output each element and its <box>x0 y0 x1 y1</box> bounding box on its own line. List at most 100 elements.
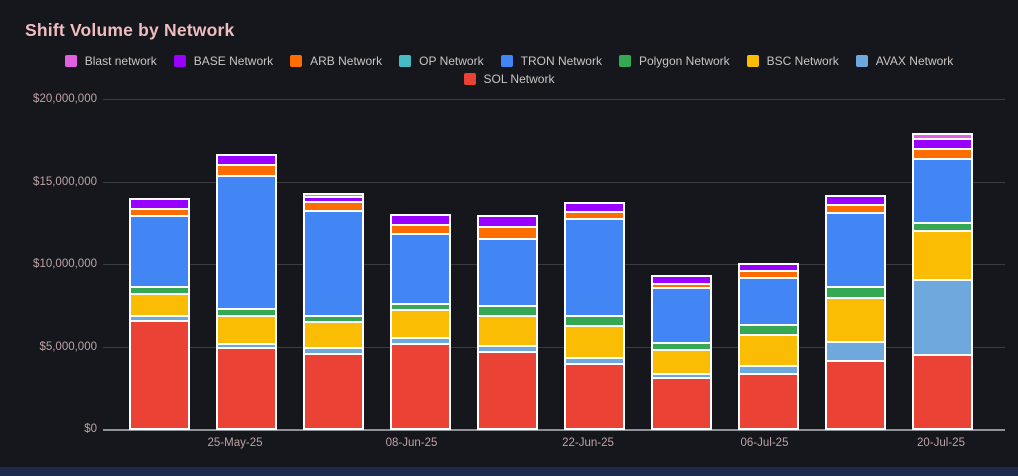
legend-item-label: TRON Network <box>520 54 602 68</box>
bar-segment[interactable] <box>130 215 189 287</box>
bar-segment[interactable] <box>652 284 711 289</box>
bar-segment[interactable] <box>304 353 363 429</box>
bar-segment[interactable] <box>826 287 885 298</box>
bar-segment[interactable] <box>913 133 972 139</box>
bar-segment[interactable] <box>478 345 537 352</box>
bar-segment[interactable] <box>913 230 972 281</box>
legend-item[interactable]: AVAX Network <box>855 54 953 68</box>
bar-segment[interactable] <box>739 366 798 374</box>
bar-segment[interactable] <box>478 239 537 307</box>
bar-segment[interactable] <box>739 325 798 336</box>
legend-item-label: BASE Network <box>193 54 274 68</box>
bar-segment[interactable] <box>652 276 711 285</box>
bar-segment[interactable] <box>304 196 363 202</box>
bar-segment[interactable] <box>565 316 624 327</box>
bar-segment[interactable] <box>652 378 711 429</box>
bar-segment[interactable] <box>913 223 972 231</box>
bar-segment[interactable] <box>652 373 711 379</box>
legend-item[interactable]: BASE Network <box>173 54 274 68</box>
bar-segment[interactable] <box>217 347 276 429</box>
bar-segment[interactable] <box>304 347 363 354</box>
legend-item[interactable]: Polygon Network <box>618 54 730 68</box>
legend-item[interactable]: ARB Network <box>290 54 382 68</box>
bar-segment[interactable] <box>565 364 624 429</box>
bar[interactable] <box>651 275 712 430</box>
bar-segment[interactable] <box>217 164 276 176</box>
bar-segment[interactable] <box>217 308 276 316</box>
legend-item[interactable]: Blast network <box>64 54 157 68</box>
x-axis-label: 20-Jul-25 <box>917 437 965 449</box>
y-axis-label: $20,000,000 <box>33 93 97 105</box>
bar-segment[interactable] <box>478 216 537 227</box>
legend-item-label: Polygon Network <box>638 54 730 68</box>
bar-segment[interactable] <box>391 225 450 234</box>
bar-segment[interactable] <box>130 286 189 294</box>
bar-segment[interactable] <box>478 226 537 240</box>
bar-segment[interactable] <box>217 315 276 345</box>
bar-segment[interactable] <box>478 351 537 429</box>
bar-segment[interactable] <box>391 233 450 305</box>
bar-segment[interactable] <box>826 297 885 343</box>
bar-segment[interactable] <box>565 358 624 365</box>
bar-segment[interactable] <box>130 293 189 316</box>
bar-segment[interactable] <box>739 335 798 367</box>
bar-segment[interactable] <box>304 201 363 211</box>
bar-segment[interactable] <box>217 344 276 348</box>
bar-segment[interactable] <box>913 138 972 150</box>
bar-segment[interactable] <box>304 315 363 323</box>
bar-segment[interactable] <box>826 342 885 362</box>
bar-segment[interactable] <box>478 316 537 346</box>
bar-segment[interactable] <box>739 278 798 326</box>
bar[interactable] <box>303 193 364 430</box>
bar-segment[interactable] <box>826 205 885 213</box>
bar[interactable] <box>477 215 538 430</box>
bar[interactable] <box>216 153 277 430</box>
bar-segment[interactable] <box>826 196 885 206</box>
bar-segment[interactable] <box>478 306 537 317</box>
bar[interactable] <box>912 132 973 430</box>
bar-segment[interactable] <box>304 322 363 348</box>
x-axis-line <box>103 429 1005 431</box>
legend-item-label: ARB Network <box>310 54 383 68</box>
bar-segment[interactable] <box>391 214 450 226</box>
bar-segment[interactable] <box>913 354 972 429</box>
bar-segment[interactable] <box>130 199 189 210</box>
bar-segment[interactable] <box>391 344 450 429</box>
bar-segment[interactable] <box>826 361 885 429</box>
bar-segment[interactable] <box>739 264 798 272</box>
bar-segment[interactable] <box>565 203 624 213</box>
bar-segment[interactable] <box>913 149 972 159</box>
bar-segment[interactable] <box>565 326 624 359</box>
bar-segment[interactable] <box>739 271 798 279</box>
bar-segment[interactable] <box>304 194 363 197</box>
legend-swatch-icon <box>64 55 77 67</box>
bar-segment[interactable] <box>391 304 450 310</box>
bar-segment[interactable] <box>304 211 363 316</box>
bar-segment[interactable] <box>739 373 798 429</box>
bar-segment[interactable] <box>130 320 189 429</box>
legend-item[interactable]: SOL Network <box>463 72 554 86</box>
bar-segment[interactable] <box>565 219 624 317</box>
bar-segment[interactable] <box>391 337 450 345</box>
legend-item[interactable]: OP Network <box>399 54 484 68</box>
bar[interactable] <box>390 213 451 430</box>
bar-segment[interactable] <box>217 175 276 309</box>
bar-segment[interactable] <box>913 280 972 355</box>
bar-segment[interactable] <box>913 158 972 224</box>
bar[interactable] <box>129 198 190 430</box>
legend-item[interactable]: TRON Network <box>500 54 602 68</box>
bar[interactable] <box>825 195 886 430</box>
bar-segment[interactable] <box>826 212 885 288</box>
legend-item[interactable]: BSC Network <box>746 54 839 68</box>
bar[interactable] <box>738 263 799 430</box>
bar[interactable] <box>564 202 625 430</box>
bar-segment[interactable] <box>652 350 711 374</box>
bar-segment[interactable] <box>217 154 276 165</box>
gridline <box>103 346 1005 348</box>
bar-segment[interactable] <box>391 309 450 338</box>
bar-segment[interactable] <box>130 209 189 216</box>
bar-segment[interactable] <box>652 288 711 343</box>
bar-segment[interactable] <box>652 342 711 351</box>
bar-segment[interactable] <box>565 212 624 220</box>
bar-segment[interactable] <box>130 315 189 321</box>
